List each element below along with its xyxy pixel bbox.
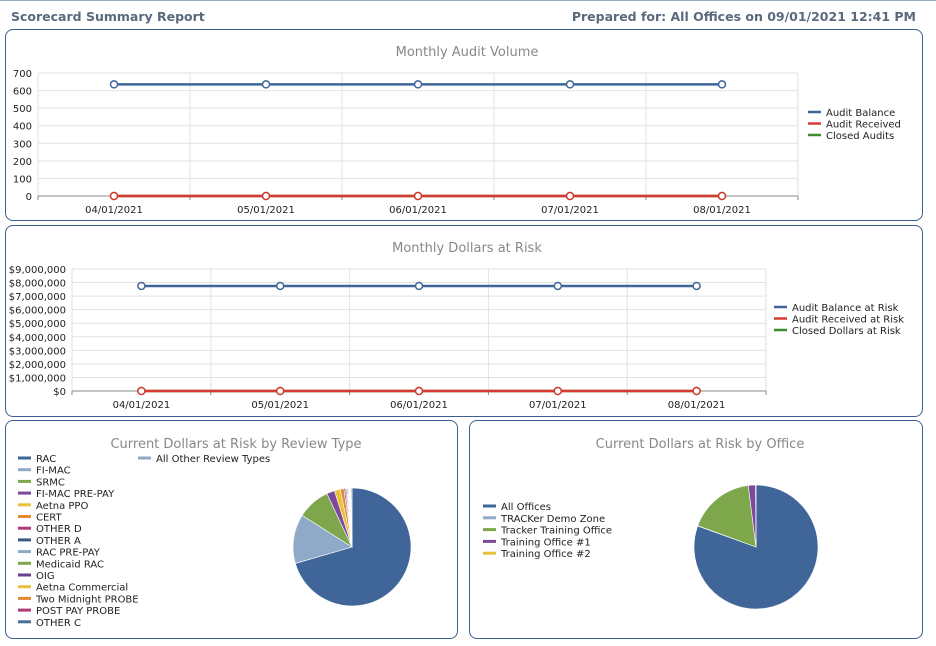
y-tick-label: $7,000,000 <box>9 292 66 303</box>
x-tick-label: 05/01/2021 <box>237 205 295 216</box>
legend-label-two-midnight-probe: Two Midnight PROBE <box>35 594 139 605</box>
x-tick-label: 04/01/2021 <box>85 205 143 216</box>
legend-label-training-office-2: Training Office #2 <box>500 549 591 560</box>
data-point-audit-balance-at-risk <box>692 281 701 291</box>
pie-slice-all-other-review-types <box>350 487 353 548</box>
y-tick-label: 500 <box>13 104 32 115</box>
data-point-audit-received <box>261 191 271 201</box>
legend-label-oig: OIG <box>36 571 55 582</box>
legend-label-other-c: OTHER C <box>36 618 81 629</box>
x-tick-label: 06/01/2021 <box>390 400 448 411</box>
y-tick-label: $8,000,000 <box>9 279 66 290</box>
y-tick-label: 600 <box>13 87 32 98</box>
chart-title: Current Dollars at Risk by Review Type <box>110 437 361 452</box>
legend-label-fi-mac-pre-pay: FI-MAC PRE-PAY <box>36 489 115 500</box>
pie-slice-rac <box>294 487 412 607</box>
legend-label-srmc: SRMC <box>36 477 65 488</box>
audit-volume-chart: Monthly Audit Volume 0 100 200 300 400 500 600 7… <box>13 45 901 216</box>
legend-label-rac-pre-pay: RAC PRE-PAY <box>36 548 101 559</box>
y-tick-label: $6,000,000 <box>9 306 66 317</box>
legend-label-tracker-demo-zone: TRACKer Demo Zone <box>500 514 605 525</box>
report-title: Scorecard Summary Report <box>11 9 205 24</box>
x-tick-label: 04/01/2021 <box>113 400 171 411</box>
data-point-audit-received-at-risk <box>137 386 146 396</box>
y-tick-label: $4,000,000 <box>9 333 66 344</box>
legend-label-medicaid-rac: Medicaid RAC <box>36 559 104 570</box>
y-tick-label: 300 <box>13 139 32 150</box>
office-pie-panel: Current Dollars at Risk by Office All Off… <box>469 420 923 639</box>
legend-label-training-office-1: Training Office #1 <box>500 537 591 548</box>
x-tick-label: 07/01/2021 <box>529 400 587 411</box>
data-point-audit-received-at-risk <box>692 386 701 396</box>
legend-label-rac: RAC <box>36 454 56 465</box>
legend-label-fi-mac: FI-MAC <box>36 466 71 477</box>
office-pie-chart: Current Dollars at Risk by Office All Off… <box>483 437 819 610</box>
data-point-audit-received-at-risk <box>553 386 563 396</box>
pie-slice-tracker-training-office <box>697 485 757 548</box>
y-tick-label: $2,000,000 <box>9 360 66 371</box>
legend-label-audit-balance: Audit Balance <box>826 108 895 119</box>
data-point-audit-balance-at-risk <box>414 281 424 291</box>
y-tick-label: $5,000,000 <box>9 319 66 330</box>
legend-label-audit-balance-at-risk: Audit Balance at Risk <box>792 303 899 314</box>
data-point-audit-received-at-risk <box>414 386 424 396</box>
review-type-pie-chart: Current Dollars at Risk by Review Type RA… <box>18 437 412 629</box>
legend-label-post-pay-probe: POST PAY PROBE <box>36 606 120 617</box>
data-point-audit-balance <box>717 80 727 89</box>
legend-label-aetna-commercial: Aetna Commercial <box>36 583 128 594</box>
data-point-audit-balance <box>413 80 423 89</box>
legend-label-cert: CERT <box>36 513 63 524</box>
audit-volume-panel: Monthly Audit Volume 0 100 200 300 400 500 600 7… <box>5 29 923 221</box>
y-tick-label: $0 <box>53 387 66 398</box>
data-point-audit-received <box>109 191 119 201</box>
dollars-at-risk-panel: Monthly Dollars at Risk $0 $1,000,000 $2,00… <box>5 225 923 417</box>
prepared-for-text: Prepared for: All Offices on 09/01/2021 … <box>571 9 916 24</box>
x-tick-label: 08/01/2021 <box>693 205 751 216</box>
legend-label-all-offices: All Offices <box>501 502 551 513</box>
legend-label-other-a: OTHER A <box>36 536 81 547</box>
legend-label-aetna-ppo: Aetna PPO <box>36 501 88 512</box>
y-tick-label: 400 <box>13 122 32 133</box>
y-tick-label: 0 <box>26 192 32 203</box>
legend-label-tracker-training-office: Tracker Training Office <box>500 526 612 537</box>
x-tick-label: 06/01/2021 <box>389 205 447 216</box>
report-header: Scorecard Summary Report Prepared for: A… <box>0 0 936 28</box>
x-tick-label: 08/01/2021 <box>668 400 726 411</box>
x-tick-label: 07/01/2021 <box>541 205 599 216</box>
data-point-audit-received <box>565 191 575 201</box>
review-type-pie-panel: Current Dollars at Risk by Review Type RA… <box>5 420 458 639</box>
data-point-audit-balance <box>261 80 271 89</box>
data-point-audit-balance-at-risk <box>137 281 146 291</box>
y-tick-label: 700 <box>13 69 32 80</box>
data-point-audit-balance-at-risk <box>275 281 285 291</box>
data-point-audit-balance <box>565 80 575 89</box>
chart-title: Current Dollars at Risk by Office <box>596 437 805 452</box>
y-tick-label: $3,000,000 <box>9 346 66 357</box>
legend-label-all-other-review-types: All Other Review Types <box>156 454 270 465</box>
data-point-audit-received <box>413 191 423 201</box>
legend-label-other-d: OTHER D <box>36 524 82 535</box>
legend-label-closed-audits: Closed Audits <box>826 131 894 142</box>
y-tick-label: $1,000,000 <box>9 373 66 384</box>
data-point-audit-balance <box>109 80 119 89</box>
data-point-audit-balance-at-risk <box>553 281 563 291</box>
dollars-at-risk-chart: Monthly Dollars at Risk $0 $1,000,000 $2,00… <box>9 241 905 411</box>
data-point-audit-received <box>717 191 727 201</box>
chart-title: Monthly Audit Volume <box>396 45 539 60</box>
data-point-audit-received-at-risk <box>275 386 285 396</box>
legend-label-audit-received: Audit Received <box>826 120 901 131</box>
x-tick-label: 05/01/2021 <box>251 400 309 411</box>
legend-label-closed-dollars-at-risk: Closed Dollars at Risk <box>792 326 901 337</box>
chart-title: Monthly Dollars at Risk <box>392 241 542 256</box>
legend-label-audit-received-at-risk: Audit Received at Risk <box>792 315 904 326</box>
y-tick-label: $9,000,000 <box>9 265 66 276</box>
y-tick-label: 200 <box>13 157 32 168</box>
y-tick-label: 100 <box>13 174 32 185</box>
